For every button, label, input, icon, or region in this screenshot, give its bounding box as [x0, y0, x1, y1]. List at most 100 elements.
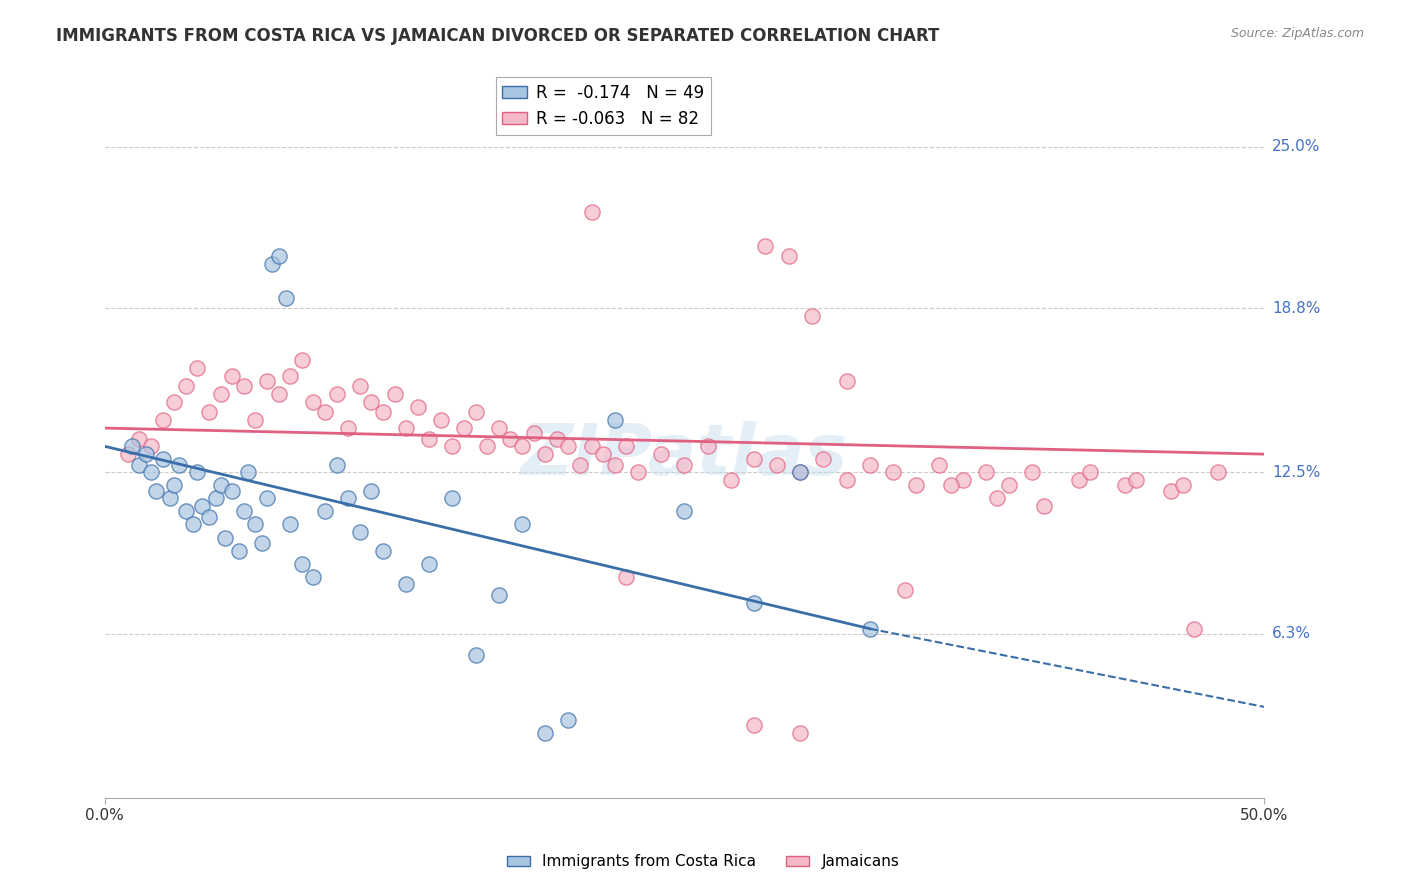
Point [121, 439, 143, 453]
Point [232, 379, 254, 393]
Point [939, 478, 962, 492]
Point [337, 421, 360, 435]
Point [1067, 473, 1090, 487]
Point [859, 458, 882, 472]
Legend: R =  -0.174   N = 49, R = -0.063   N = 82: R = -0.174 N = 49, R = -0.063 N = 82 [496, 77, 710, 135]
Point [835, 473, 858, 487]
Point [1078, 466, 1101, 480]
Point [128, 458, 150, 472]
Point [245, 517, 267, 532]
Text: 12.5%: 12.5% [1272, 465, 1320, 480]
Point [221, 368, 243, 383]
Point [214, 531, 236, 545]
Point [228, 543, 250, 558]
Point [557, 713, 579, 727]
Text: 25.0%: 25.0% [1272, 139, 1320, 154]
Point [205, 491, 228, 506]
Point [488, 421, 510, 435]
Point [859, 622, 882, 636]
Point [209, 387, 232, 401]
Point [477, 439, 499, 453]
Point [325, 458, 347, 472]
Point [766, 458, 789, 472]
Point [789, 726, 811, 740]
Text: Source: ZipAtlas.com: Source: ZipAtlas.com [1230, 27, 1364, 40]
Point [974, 466, 997, 480]
Point [720, 473, 742, 487]
Point [488, 588, 510, 602]
Point [117, 447, 139, 461]
Point [742, 596, 765, 610]
Point [1206, 466, 1229, 480]
Point [163, 478, 186, 492]
Point [252, 535, 274, 549]
Point [349, 525, 371, 540]
Text: ZIPatlas: ZIPatlas [520, 421, 848, 490]
Point [499, 432, 522, 446]
Point [441, 491, 464, 506]
Point [546, 432, 568, 446]
Point [998, 478, 1021, 492]
Point [186, 361, 208, 376]
Point [673, 504, 696, 518]
Point [453, 421, 475, 435]
Point [371, 405, 394, 419]
Point [245, 413, 267, 427]
Point [139, 439, 162, 453]
Point [813, 452, 835, 467]
Point [139, 466, 162, 480]
Point [650, 447, 672, 461]
Point [267, 249, 290, 263]
Point [1125, 473, 1147, 487]
Point [302, 569, 325, 583]
Point [789, 466, 811, 480]
Point [835, 374, 858, 388]
Point [274, 291, 297, 305]
Point [523, 426, 546, 441]
Point [952, 473, 974, 487]
Point [221, 483, 243, 498]
Point [152, 452, 174, 467]
Point [174, 504, 197, 518]
Point [614, 569, 637, 583]
Point [627, 466, 650, 480]
Point [1160, 483, 1182, 498]
Point [256, 374, 278, 388]
Point [278, 368, 301, 383]
Point [238, 466, 260, 480]
Point [534, 726, 557, 740]
Point [603, 413, 626, 427]
Point [905, 478, 928, 492]
Point [159, 491, 181, 506]
Point [696, 439, 718, 453]
Point [430, 413, 453, 427]
Point [145, 483, 167, 498]
Point [163, 395, 186, 409]
Point [395, 421, 418, 435]
Point [614, 439, 637, 453]
Point [232, 504, 254, 518]
Point [418, 432, 440, 446]
Point [778, 249, 800, 263]
Point [1114, 478, 1136, 492]
Point [152, 413, 174, 427]
Point [128, 432, 150, 446]
Point [406, 401, 429, 415]
Point [337, 491, 360, 506]
Point [581, 204, 603, 219]
Point [893, 582, 915, 597]
Point [882, 466, 904, 480]
Point [371, 543, 394, 558]
Point [325, 387, 347, 401]
Point [191, 500, 214, 514]
Point [754, 238, 776, 252]
Point [603, 458, 626, 472]
Point [267, 387, 290, 401]
Point [592, 447, 614, 461]
Point [1021, 466, 1043, 480]
Point [1032, 500, 1054, 514]
Point [986, 491, 1008, 506]
Point [742, 718, 765, 732]
Text: 18.8%: 18.8% [1272, 301, 1320, 316]
Text: 6.3%: 6.3% [1272, 626, 1312, 641]
